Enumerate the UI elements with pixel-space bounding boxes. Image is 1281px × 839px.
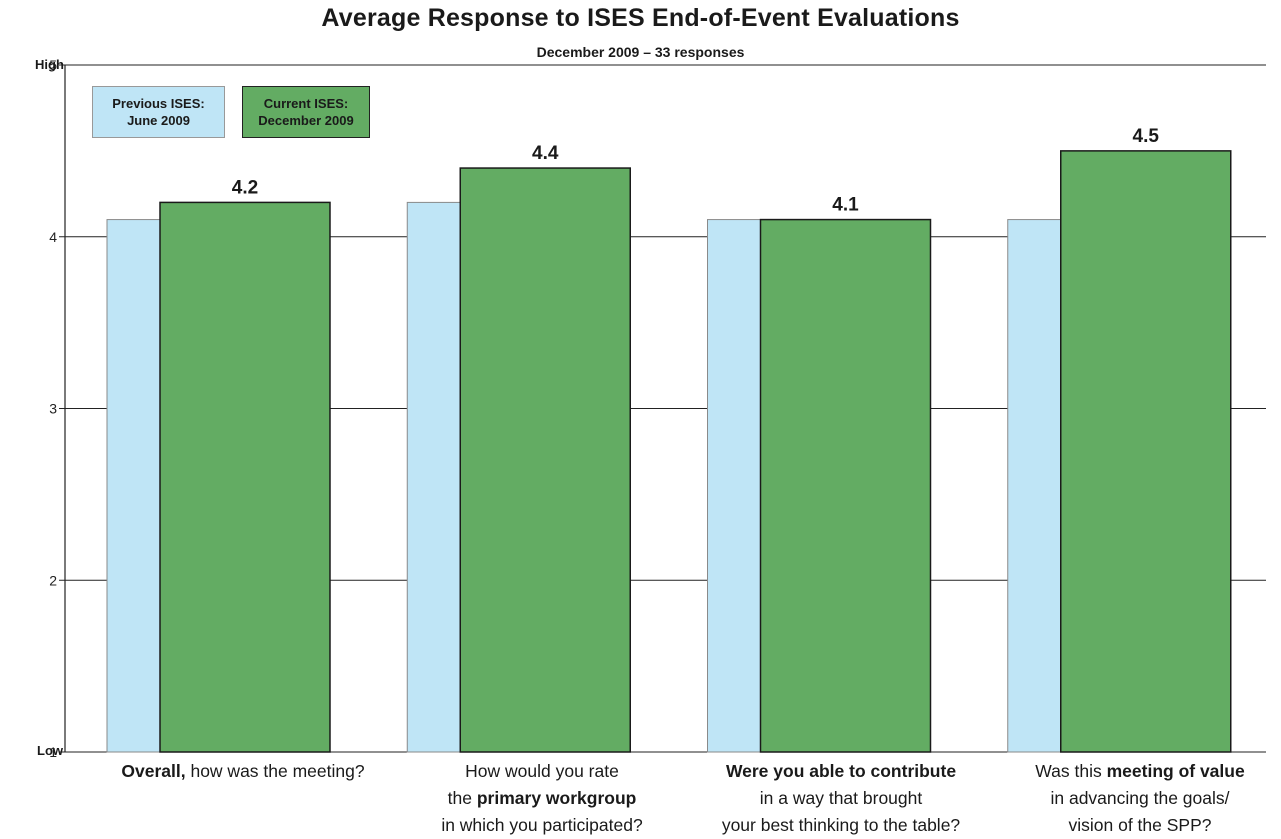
legend-current: Current ISES: December 2009 — [242, 86, 370, 138]
legend-previous-line2: June 2009 — [127, 113, 190, 128]
bar-current — [1060, 150, 1232, 753]
bar-current — [159, 201, 331, 753]
legend-previous: Previous ISES: June 2009 — [92, 86, 225, 138]
category-label-workgroup: How would you rate the primary workgroup… — [441, 761, 643, 835]
y-tick-label: 3 — [49, 401, 57, 417]
legend-previous-line1: Previous ISES: — [112, 96, 205, 111]
category-label-contribute: Were you able to contribute in a way tha… — [721, 761, 961, 835]
y-high-label: High — [35, 57, 64, 72]
y-low-label: Low — [37, 743, 63, 758]
data-label: 4.1 — [832, 195, 859, 216]
chart-title: Average Response to ISES End-of-Event Ev… — [321, 4, 960, 32]
y-tick-label: 4 — [49, 229, 57, 245]
legend-current-line2: December 2009 — [258, 113, 354, 128]
data-label: 4.2 — [232, 177, 258, 198]
category-label-overall: Overall, how was the meeting? — [121, 761, 365, 781]
y-tick-label: 2 — [49, 572, 57, 588]
bar-current — [759, 218, 932, 753]
y-tick-label: 1 — [49, 744, 57, 760]
data-label: 4.4 — [532, 143, 559, 164]
y-tick-label: 5 — [49, 57, 57, 73]
bar-current — [459, 167, 631, 753]
data-label: 4.5 — [1133, 126, 1160, 147]
category-label-value: Was this meeting of value in advancing t… — [1035, 761, 1245, 835]
legend-current-line1: Current ISES: — [263, 96, 349, 111]
chart-subtitle: December 2009 – 33 responses — [536, 44, 745, 60]
